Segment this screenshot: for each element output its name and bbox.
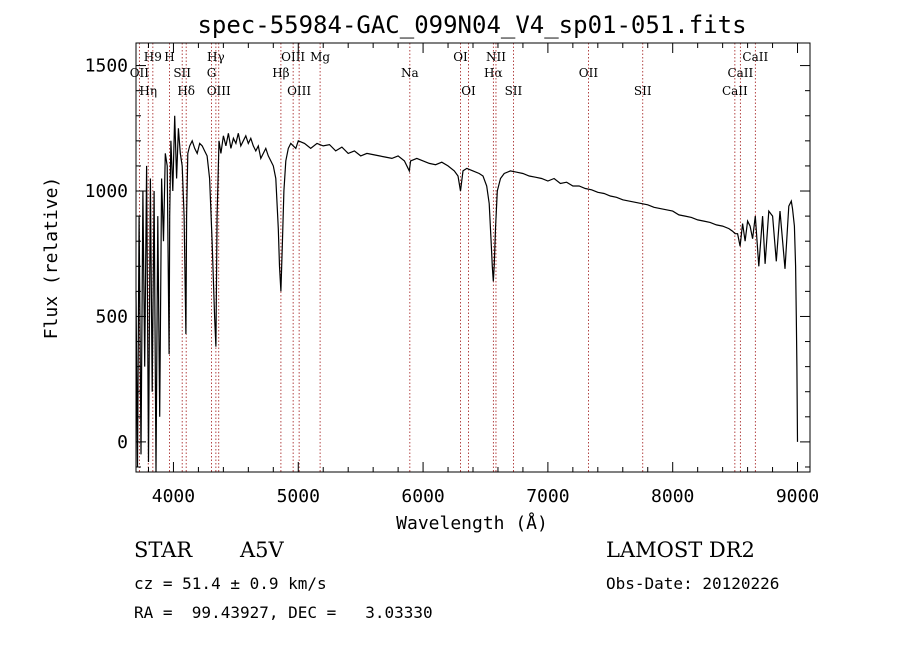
line-marker-label: Na xyxy=(401,66,419,80)
line-marker-label: Hα xyxy=(484,66,503,80)
chart-title: spec-55984-GAC_099N04_V4_sp01-051.fits xyxy=(197,11,746,39)
object-subclass: A5V xyxy=(240,538,284,562)
line-marker-label: OI xyxy=(461,84,476,98)
plot-frame xyxy=(135,42,811,473)
line-marker-label: Hβ xyxy=(272,66,289,80)
redshift-value: cz = 51.4 ± 0.9 km/s xyxy=(134,574,327,593)
y-tick-label: 0 xyxy=(117,432,128,453)
coordinates: RA = 99.43927, DEC = 3.03330 xyxy=(134,603,433,622)
line-marker-label: OII xyxy=(130,66,150,80)
line-marker-label: G xyxy=(207,66,217,80)
x-tick-label: 7000 xyxy=(526,486,569,507)
x-tick-label: 8000 xyxy=(651,486,694,507)
x-axis: 4000 5000 6000 7000 8000 9000 xyxy=(147,43,819,507)
line-marker-label: Hδ xyxy=(177,84,195,98)
line-marker-label: CaII xyxy=(722,84,748,98)
spectral-line-markers: H9 OII Hη H SII Hδ Hγ G OIII OIII Hβ OIII Mg Na OI OI Hα… xyxy=(130,43,768,472)
line-marker-label: CaII xyxy=(727,66,753,80)
line-marker-label: Mg xyxy=(310,50,330,64)
object-class: STAR xyxy=(134,538,193,562)
line-marker-label: Hγ xyxy=(207,50,225,64)
y-axis-label: Flux (relative) xyxy=(41,177,62,340)
line-marker-label: OIII xyxy=(281,50,305,64)
line-marker-label: OI xyxy=(453,50,468,64)
line-marker-label: OIII xyxy=(207,84,231,98)
y-tick-label: 500 xyxy=(95,306,128,327)
x-tick-label: 5000 xyxy=(277,486,320,507)
line-marker-label: H xyxy=(164,50,174,64)
y-tick-label: 1500 xyxy=(85,56,128,77)
line-marker-label: CaII xyxy=(742,50,768,64)
line-marker-label: SII xyxy=(505,84,523,98)
y-axis: 0 500 1000 1500 xyxy=(85,56,810,468)
line-marker-label: SII xyxy=(173,66,191,80)
x-tick-label: 4000 xyxy=(152,486,195,507)
x-tick-label: 6000 xyxy=(401,486,444,507)
spectrum-line xyxy=(135,115,799,473)
observation-date: Obs-Date: 20120226 xyxy=(606,574,780,593)
x-axis-label: Wavelength (Å) xyxy=(396,512,548,534)
line-marker-label: H9 xyxy=(144,50,162,64)
line-marker-label: Hη xyxy=(139,84,157,98)
line-marker-label: SII xyxy=(634,84,652,98)
line-marker-label: OII xyxy=(579,66,599,80)
survey-name: LAMOST DR2 xyxy=(606,538,755,562)
line-marker-label: NII xyxy=(486,50,506,64)
line-marker-label: OIII xyxy=(287,84,311,98)
x-tick-label: 9000 xyxy=(776,486,819,507)
y-tick-label: 1000 xyxy=(85,181,128,202)
